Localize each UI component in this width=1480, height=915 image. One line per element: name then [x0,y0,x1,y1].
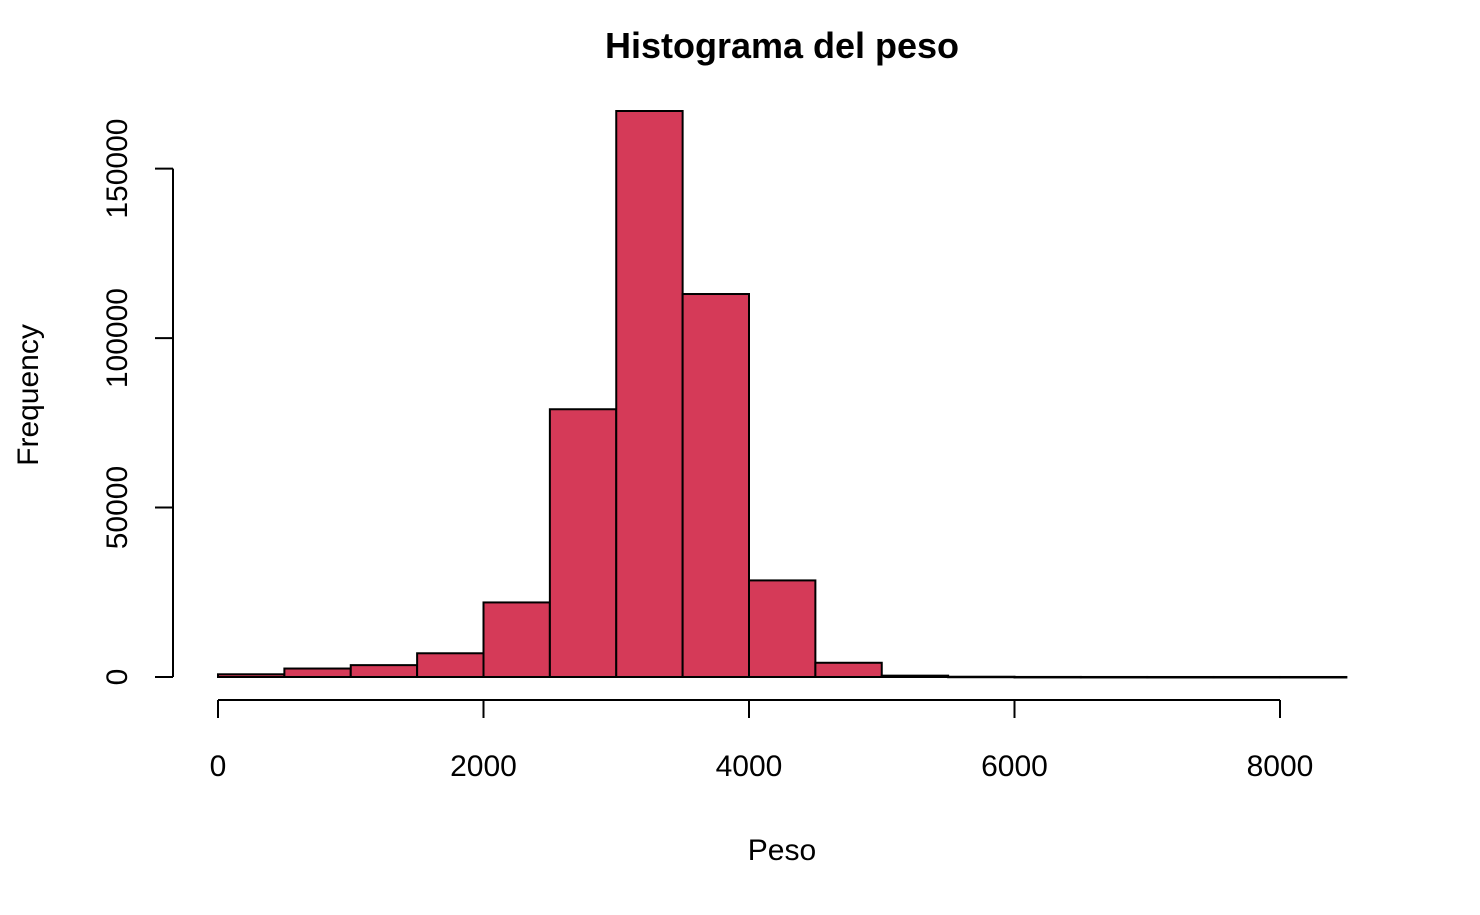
x-tick-label: 8000 [1247,750,1314,783]
histogram-bar [482,601,551,679]
histogram-bar [1279,675,1348,679]
histogram-bar [349,664,419,678]
histogram-bar [1212,675,1281,679]
histogram-bar [1013,675,1082,679]
histogram-bar [615,110,684,678]
x-tick-label: 6000 [981,750,1048,783]
histogram-bar [947,675,1016,679]
histogram-bar [880,674,950,678]
histogram-bar [416,652,485,679]
y-tick-label: 50000 [101,466,134,549]
y-axis: 0 50000 100000 150000 [101,119,174,686]
y-tick-label: 0 [101,669,134,686]
y-tick-label: 150000 [101,119,134,219]
histogram-bar [814,661,883,678]
y-axis-label: Frequency [12,324,45,466]
x-axis-label: Peso [748,834,816,867]
histogram-bar [1079,675,1149,679]
histogram-bar [217,673,286,679]
histogram-bar [1146,675,1215,679]
histogram-bar [548,408,618,678]
histogram-bar [681,293,750,678]
x-tick-label: 0 [210,750,227,783]
histogram-bars [217,110,1348,679]
chart-title: Histograma del peso [605,25,959,66]
histogram-bar [748,579,817,678]
x-tick-label: 4000 [716,750,783,783]
x-tick-label: 2000 [450,750,517,783]
histogram-bar [283,667,352,678]
x-axis: 0 2000 4000 6000 8000 [210,699,1314,783]
y-tick-label: 100000 [101,288,134,388]
